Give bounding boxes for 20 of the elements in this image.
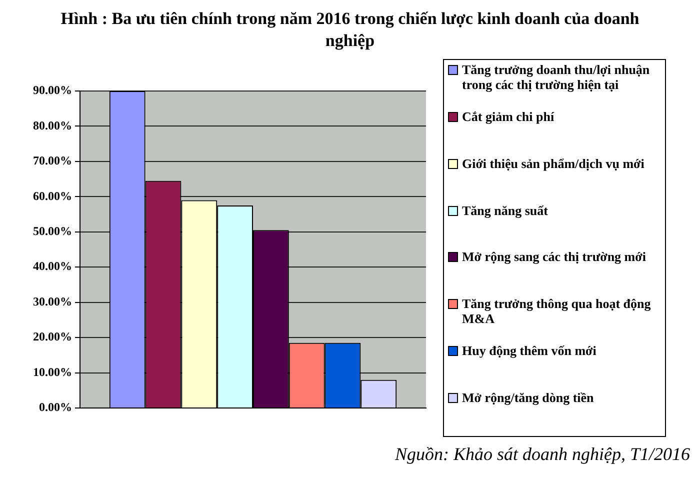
chart-title: Hình : Ba ưu tiên chính trong năm 2016 trong chiến lược kinh doanh của doanh nghiệp (60, 8, 640, 52)
legend-label: Tăng trưởng thông qua hoạt động M&A (462, 296, 652, 326)
y-tick-label: 90.00% (33, 83, 72, 98)
legend-label: Tăng trưởng doanh thu/lợi nhuận trong các thị trường hiện tại (462, 62, 651, 92)
y-tick-label: 0.00% (39, 400, 72, 414)
y-tick-label: 60.00% (33, 188, 72, 203)
y-tick-label: 70.00% (33, 154, 72, 168)
legend-label: Cắt giảm chi phí (462, 108, 554, 124)
y-tick-label: 80.00% (33, 118, 72, 132)
y-tick-label: 50.00% (33, 224, 72, 238)
legend-label: Giới thiệu sản phẩm/dịch vụ mới (462, 156, 644, 171)
legend-label: Mở rộng sang các thị trường mới (462, 249, 646, 264)
legend-label: Mở rộng/tăng dòng tiền (462, 390, 594, 405)
y-tick-label: 40.00% (33, 259, 72, 274)
text: Nguồn: Khảo sát doanh nghiệp, T1/2016 (394, 444, 690, 465)
legend-label: Huy động thêm vốn mới (462, 343, 596, 358)
y-tick-label: 20.00% (33, 330, 72, 344)
y-tick-label: 10.00% (33, 364, 72, 379)
legend-label: Tăng năng suất (462, 202, 548, 218)
y-tick-label: 30.00% (33, 294, 72, 308)
